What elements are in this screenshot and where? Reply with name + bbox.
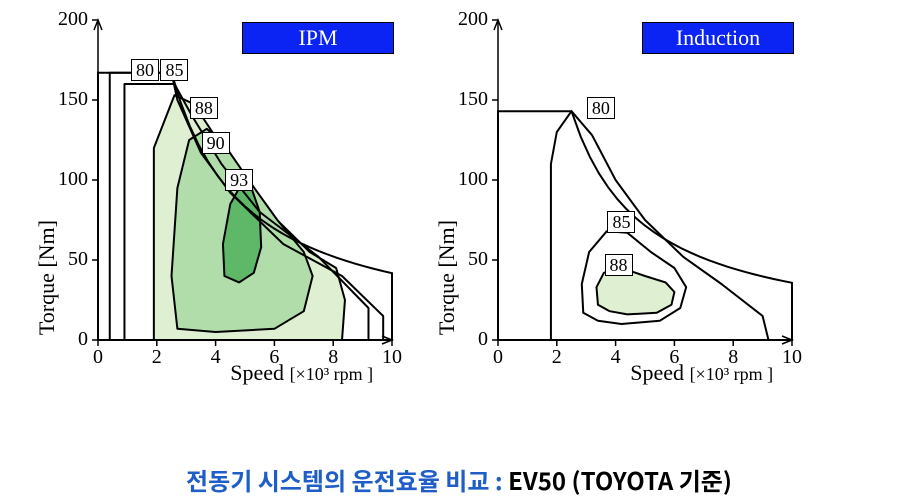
ytick-label: 100: [438, 168, 488, 191]
chart-induction: Induction0501001502000246810808588Torque…: [430, 10, 800, 390]
xtick-label: 2: [542, 346, 572, 369]
contour-label-90: 90: [202, 132, 230, 154]
xtick-label: 10: [377, 346, 407, 369]
contour-label-88: 88: [190, 97, 218, 119]
chart-title: IPM: [242, 22, 394, 54]
contour-label-85: 85: [607, 211, 635, 233]
chart-title: Induction: [642, 22, 794, 54]
ytick-label: 150: [438, 88, 488, 111]
xtick-label: 0: [83, 346, 113, 369]
x-axis-unit-text: [×10³ rpm ]: [290, 364, 374, 384]
contour-label-80: 80: [131, 59, 159, 81]
xtick-label: 4: [601, 346, 631, 369]
ytick-label: 100: [38, 168, 88, 191]
xtick-label: 4: [201, 346, 231, 369]
figure-caption: 전동기 시스템의 운전효율 비교 : EV50 (TOYOTA 기준): [0, 462, 918, 497]
contour-label-80: 80: [587, 97, 615, 119]
contour-label-88: 88: [605, 254, 633, 276]
ytick-label: 200: [38, 8, 88, 31]
x-axis-label: Speed [×10³ rpm ]: [630, 360, 773, 386]
x-axis-label-text: Speed: [630, 360, 684, 385]
ytick-label: 150: [38, 88, 88, 111]
xtick-label: 2: [142, 346, 172, 369]
x-axis-label-text: Speed: [230, 360, 284, 385]
y-axis-label: Torque [Nm]: [434, 220, 460, 335]
caption-part-a: 전동기 시스템의 운전효율 비교 :: [186, 462, 508, 497]
xtick-label: 10: [777, 346, 807, 369]
contour-label-85: 85: [160, 59, 188, 81]
ytick-label: 200: [438, 8, 488, 31]
x-axis-unit-text: [×10³ rpm ]: [690, 364, 774, 384]
contour-label-93: 93: [225, 169, 253, 191]
y-axis-label: Torque [Nm]: [34, 220, 60, 335]
chart-ipm: IPM05010015020002468108085889093Torque […: [30, 10, 400, 390]
xtick-label: 0: [483, 346, 513, 369]
caption-part-b: EV50 (TOYOTA 기준): [508, 462, 732, 497]
x-axis-label: Speed [×10³ rpm ]: [230, 360, 373, 386]
